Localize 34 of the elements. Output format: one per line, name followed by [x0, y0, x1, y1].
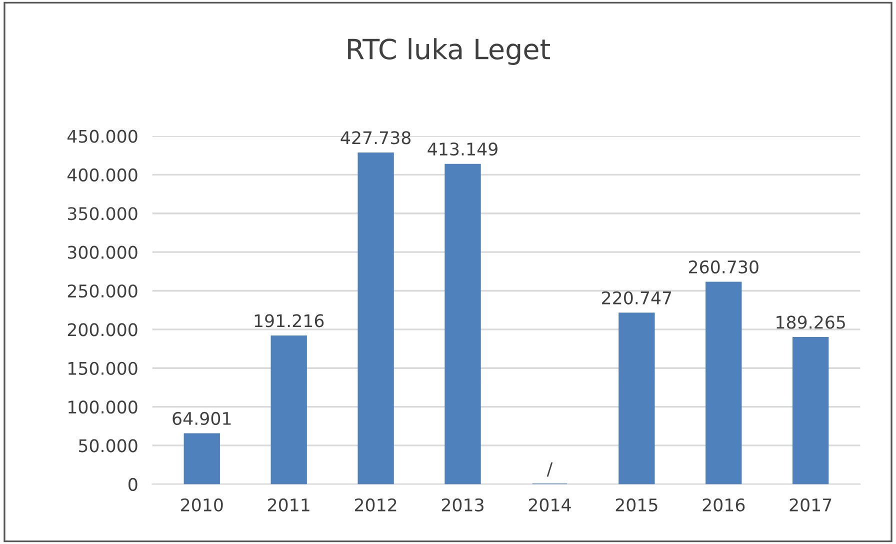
- x-tick-label: 2012: [354, 498, 396, 512]
- x-tick-label: 2016: [702, 498, 745, 512]
- bar: [184, 433, 220, 484]
- x-tick-label: 2015: [616, 498, 658, 512]
- y-tick-label: 300.000: [68, 246, 138, 259]
- data-label: 413.149: [428, 142, 498, 156]
- y-tick-label: 450.000: [67, 130, 138, 143]
- y-tick-label: 400.000: [67, 168, 138, 182]
- x-tick-label: 2017: [790, 498, 832, 512]
- data-label: 260.730: [689, 260, 758, 274]
- data-label: 220.747: [602, 291, 672, 304]
- y-tick-label: 250.000: [68, 284, 138, 298]
- x-tick-label: 2011: [268, 498, 310, 512]
- y-tick-label: 50.000: [79, 439, 138, 452]
- y-tick-label: 100.000: [68, 400, 138, 414]
- x-tick-label: 2010: [181, 498, 223, 512]
- data-label: 64.901: [172, 412, 231, 426]
- y-tick-label: 150.000: [68, 362, 138, 375]
- data-label: /: [546, 462, 553, 477]
- x-tick-label: 2014: [528, 498, 571, 512]
- bar: [618, 312, 655, 484]
- bar: [270, 336, 307, 484]
- bar: [792, 337, 829, 484]
- data-label: 191.216: [254, 314, 324, 328]
- x-tick-label: 2013: [442, 498, 484, 512]
- chart-title: RTC luka Leget: [348, 38, 550, 65]
- y-tick-label: 200.000: [68, 323, 138, 336]
- data-label: 189.265: [776, 316, 845, 329]
- bar: [444, 164, 481, 484]
- y-tick-label: 0: [128, 478, 138, 492]
- bar: [358, 152, 394, 484]
- bar: [706, 282, 742, 484]
- data-label: 427.738: [340, 131, 411, 144]
- y-tick-label: 350.000: [68, 207, 138, 220]
